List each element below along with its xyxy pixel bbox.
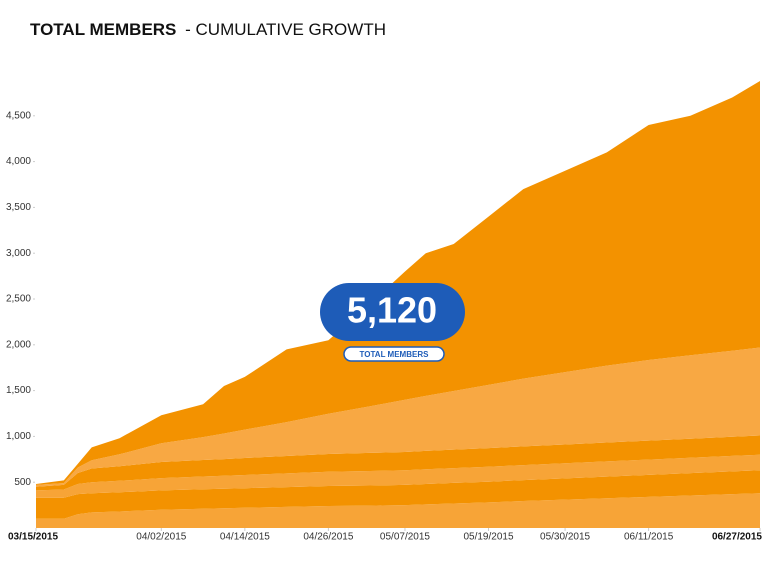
x-tick-label: 06/27/2015 [712, 532, 762, 543]
area [36, 454, 760, 498]
x-tick-label: 06/11/2015 [624, 532, 674, 543]
badge: 5,120 TOTAL MEMBERS [320, 283, 465, 362]
y-tick-label: 2,000 [6, 339, 31, 350]
x-tick-label: 05/19/2015 [463, 532, 513, 543]
badge-pill [320, 283, 465, 341]
y-tick-label: 500 [14, 477, 31, 488]
y-tick-label: 4,000 [6, 156, 31, 167]
y-tick-label: 3,000 [6, 248, 31, 259]
y-tick-label: 2,500 [6, 294, 31, 305]
chart-title: TOTAL MEMBERS - CUMULATIVE GROWTH [30, 20, 386, 39]
x-tick-label: 03/15/2015 [8, 532, 58, 543]
x-tick-label: 04/14/2015 [220, 532, 270, 543]
x-tick-label: 04/02/2015 [136, 532, 186, 543]
badge-label: TOTAL MEMBERS [360, 350, 430, 359]
y-tick-label: 1,500 [6, 385, 31, 396]
area [36, 81, 760, 485]
y-tick-label: 4,500 [6, 110, 31, 121]
x-tick-label: 04/26/2015 [303, 532, 353, 543]
areas [36, 81, 760, 528]
area [36, 493, 760, 528]
x-tick-label: 05/30/2015 [540, 532, 590, 543]
y-tick-label: 1,000 [6, 431, 31, 442]
x-tick-label: 05/07/2015 [380, 532, 430, 543]
area [36, 470, 760, 519]
y-tick-label: 3,500 [6, 202, 31, 213]
area [36, 435, 760, 491]
badge-value: 5,120 [347, 290, 437, 331]
title: TOTAL MEMBERS [30, 20, 176, 39]
area [36, 347, 760, 487]
subtitle: - CUMULATIVE GROWTH [185, 20, 386, 39]
badge-label-pill [343, 346, 445, 362]
